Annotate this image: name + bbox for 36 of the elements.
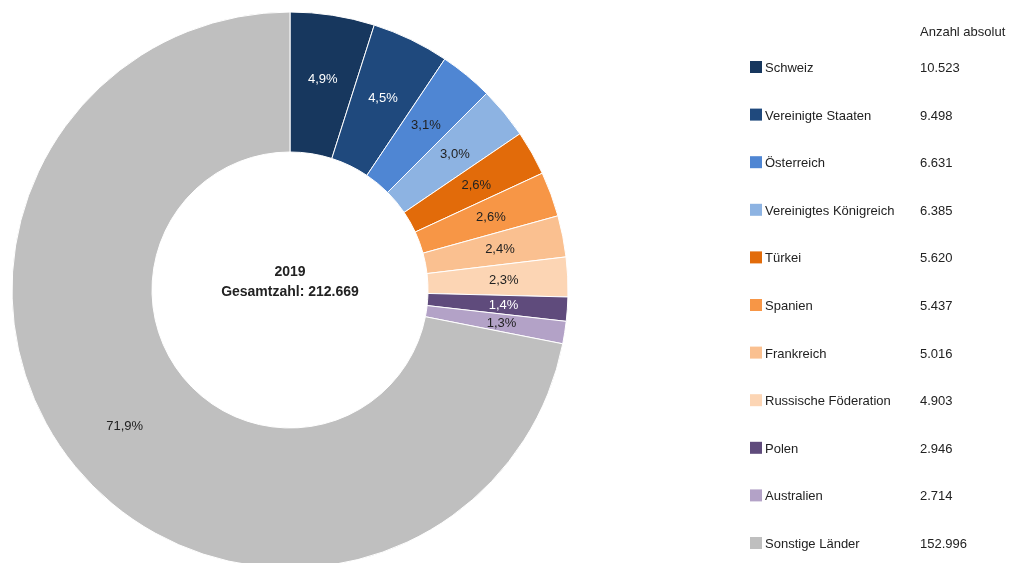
text: 2.946 (920, 440, 953, 456)
data-label: 3,1% (411, 117, 442, 133)
legend-label: Polen (765, 440, 799, 456)
data-label: 1,3% (486, 315, 517, 331)
text: 5.016 (920, 345, 953, 361)
data-label: 2,4% (485, 241, 516, 257)
legend-label: Vereinigte Staaten (765, 107, 872, 123)
data-label: 71,9% (106, 418, 144, 434)
data-label: 4,9% (307, 71, 339, 87)
legend-label: Australien (765, 488, 823, 504)
legend-label: Russische Föderation (765, 393, 891, 409)
text: 10.523 (920, 60, 960, 75)
text: 2.714 (920, 488, 953, 504)
data-label: 2,3% (488, 272, 520, 288)
text: 5.437 (920, 298, 953, 313)
data-label: 1,4% (488, 297, 519, 313)
legend-label: Schweiz (765, 60, 814, 75)
data-label: 4,5% (368, 89, 399, 105)
text: 6.385 (920, 202, 953, 218)
text: 6.631 (920, 155, 953, 171)
legend-label: Österreich (765, 155, 825, 171)
text: 2019 (274, 263, 306, 279)
text: 152.996 (920, 536, 967, 551)
text: Gesamtzahl: 212.669 (221, 283, 360, 299)
text: 5.620 (920, 250, 953, 266)
data-label: 3,0% (440, 146, 471, 162)
legend-title: Anzahl absolut (920, 24, 1006, 39)
legend-label: Sonstige Länder (765, 536, 861, 551)
text: 4.903 (920, 393, 953, 409)
legend-label: Vereinigtes Königreich (765, 202, 895, 218)
legend-label: Spanien (765, 298, 813, 313)
legend-label: Türkei (765, 250, 802, 266)
legend-label: Frankreich (765, 345, 827, 361)
data-label: 2,6% (476, 208, 507, 224)
data-label: 2,6% (461, 177, 492, 193)
text: 9.498 (920, 107, 953, 123)
